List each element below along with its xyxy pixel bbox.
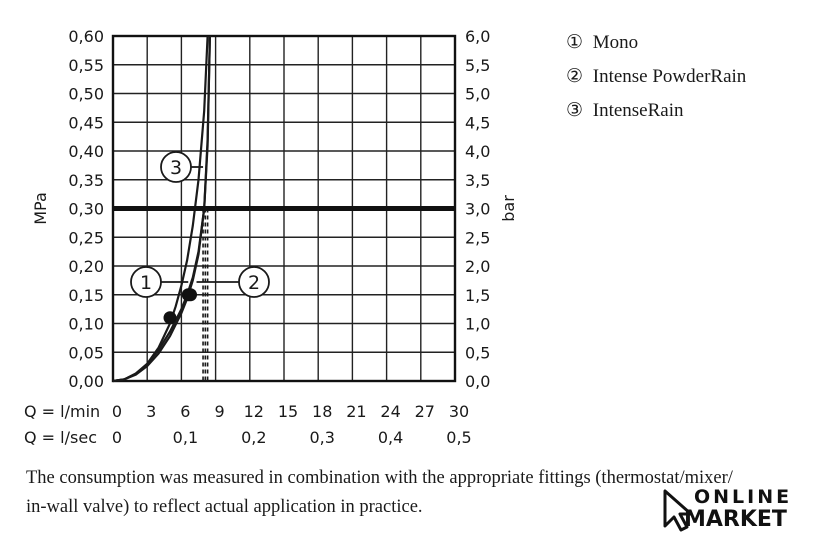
x-primary-tick-label: 9 xyxy=(215,402,225,421)
y-left-tick-label: 0,55 xyxy=(68,56,104,75)
legend-item-mono: ① Mono xyxy=(566,30,746,64)
y-right-tick-label: 1,0 xyxy=(465,315,490,334)
x-primary-tick-label: 6 xyxy=(180,402,190,421)
legend-number-2: ② xyxy=(566,66,584,87)
legend-label-intense-powderrain: Intense PowderRain xyxy=(592,66,747,87)
x-primary-tick-label: 27 xyxy=(415,402,435,421)
series-2-marker-circle xyxy=(238,266,270,298)
caption-text: The consumption was measured in combinat… xyxy=(26,464,826,522)
x-primary-tick-label: 12 xyxy=(244,402,264,421)
y-right-tick-label: 3,0 xyxy=(465,200,490,219)
x-primary-tick-label: 30 xyxy=(449,402,469,421)
y-right-tick-label: 3,5 xyxy=(465,171,490,190)
y-left-tick-label: 0,35 xyxy=(68,171,104,190)
x-secondary-tick-label: 0,4 xyxy=(378,428,403,447)
series-1-marker-circle xyxy=(130,266,162,298)
y-right-tick-label: 0,5 xyxy=(465,343,490,362)
y-right-tick-label: 0,0 xyxy=(465,372,490,391)
chart-svg: 0,000,050,100,150,200,250,300,350,400,45… xyxy=(24,27,518,447)
x-secondary-tick-label: 0,1 xyxy=(173,428,198,447)
legend-number-3: ③ xyxy=(566,100,584,121)
y-left-tick-label: 0,15 xyxy=(68,286,104,305)
y-right-tick-label: 1,5 xyxy=(465,286,490,305)
y-left-tick-label: 0,40 xyxy=(68,142,104,161)
series-2-marker-label: 2 xyxy=(248,272,260,294)
watermark-word-online: ONLINE xyxy=(694,486,793,508)
x-secondary-tick-label: 0,2 xyxy=(241,428,266,447)
series-3-point xyxy=(163,311,177,325)
legend-number-1: ① xyxy=(566,32,584,53)
x-primary-tick-label: 15 xyxy=(278,402,298,421)
y-right-axis-label: bar xyxy=(499,195,518,222)
caption-line-1: The consumption was measured in combinat… xyxy=(26,468,733,488)
y-right-tick-label: 6,0 xyxy=(465,27,490,46)
online-market-watermark: ONLINE MARKET xyxy=(662,486,797,534)
y-left-axis-label: MPa xyxy=(31,192,50,225)
y-left-tick-label: 0,25 xyxy=(68,228,104,247)
series-1-marker-label: 1 xyxy=(140,272,152,294)
y-left-tick-label: 0,00 xyxy=(68,372,104,391)
y-right-tick-label: 5,5 xyxy=(465,56,490,75)
x-secondary-tick-label: 0,3 xyxy=(309,428,334,447)
y-right-tick-label: 2,0 xyxy=(465,257,490,276)
y-left-tick-label: 0,30 xyxy=(68,200,104,219)
series-3-marker-label: 3 xyxy=(170,157,182,179)
y-left-tick-label: 0,10 xyxy=(68,315,104,334)
caption-line-2: in-wall valve) to reflect actual applica… xyxy=(26,497,423,517)
legend-label-mono: Mono xyxy=(592,32,639,53)
y-left-tick-label: 0,60 xyxy=(68,27,104,46)
cursor-arrow-icon xyxy=(663,489,692,532)
legend-item-intense-powderrain: ② Intense PowderRain xyxy=(566,64,746,98)
x-primary-tick-label: 18 xyxy=(312,402,332,421)
x-primary-tick-label: 3 xyxy=(146,402,156,421)
series-3-marker-circle xyxy=(160,151,192,183)
y-right-tick-label: 4,5 xyxy=(465,113,490,132)
x-primary-axis-label: Q = l/min xyxy=(24,402,100,421)
y-left-tick-label: 0,05 xyxy=(68,343,104,362)
y-right-tick-label: 4,0 xyxy=(465,142,490,161)
legend-label-intenserain: IntenseRain xyxy=(592,100,684,121)
x-secondary-tick-label: 0 xyxy=(112,428,122,447)
chart-legend: ① Mono ② Intense PowderRain ③ IntenseRai… xyxy=(566,30,746,132)
x-secondary-axis-label: Q = l/sec xyxy=(24,428,97,447)
y-right-tick-label: 5,0 xyxy=(465,85,490,104)
y-left-tick-label: 0,20 xyxy=(68,257,104,276)
series-2-point xyxy=(184,288,198,302)
x-secondary-tick-label: 0,5 xyxy=(446,428,471,447)
legend-item-intenserain: ③ IntenseRain xyxy=(566,98,746,132)
x-primary-tick-label: 0 xyxy=(112,402,122,421)
y-left-tick-label: 0,50 xyxy=(68,85,104,104)
y-right-tick-label: 2,5 xyxy=(465,228,490,247)
x-primary-tick-label: 24 xyxy=(380,402,400,421)
y-left-tick-label: 0,45 xyxy=(68,113,104,132)
x-primary-tick-label: 21 xyxy=(346,402,366,421)
watermark-word-market: MARKET xyxy=(684,507,787,532)
